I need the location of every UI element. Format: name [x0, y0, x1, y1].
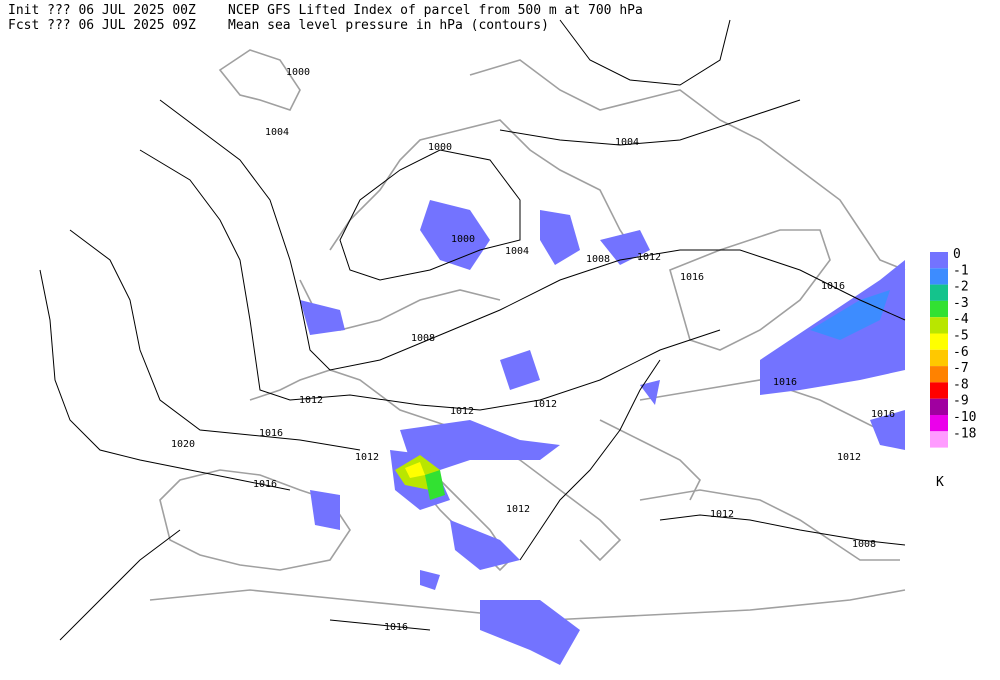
legend-label: -10: [953, 410, 976, 425]
init-time: Init ??? 06 JUL 2025 00Z: [8, 3, 196, 18]
contour-label: 1008: [586, 254, 610, 265]
contour-label: 1012: [355, 452, 379, 463]
contour-label: 1000: [286, 67, 310, 78]
legend-swatch: [930, 431, 948, 448]
contour-label: 1012: [837, 452, 861, 463]
contour-label: 1008: [852, 539, 876, 550]
contour-label: 1016: [821, 281, 845, 292]
contour-label: 1004: [615, 137, 639, 148]
map-title: NCEP GFS Lifted Index of parcel from 500…: [228, 3, 643, 18]
contour-label: 1012: [710, 509, 734, 520]
contour-label: 1000: [428, 142, 452, 153]
legend-swatch: [930, 349, 948, 367]
map-subtitle: Mean sea level pressure in hPa (contours…: [228, 18, 549, 33]
contour-label: 1016: [773, 377, 797, 388]
contour-label: 1008: [411, 333, 435, 344]
legend-label: -3: [953, 296, 969, 311]
contour-label: 1016: [384, 622, 408, 633]
contour-label: 1012: [637, 252, 661, 263]
pressure-contours: [39, 19, 906, 641]
legend-label: -4: [953, 312, 969, 327]
contour-label: 1012: [299, 395, 323, 406]
legend-unit: K: [936, 475, 944, 490]
contour-label: 1020: [171, 439, 195, 450]
contour-label: 1000: [451, 234, 475, 245]
legend-label: -5: [953, 329, 969, 344]
lifted-index-areas: [300, 200, 905, 665]
legend-label: -6: [953, 345, 969, 360]
legend-label: -1: [953, 263, 969, 278]
legend-swatch: [930, 398, 948, 415]
legend-swatch: [930, 333, 948, 350]
legend-swatch: [930, 284, 948, 301]
contour-label: 1004: [505, 246, 529, 257]
legend-swatch: [930, 415, 948, 432]
legend-swatch: [930, 268, 948, 285]
legend-swatch: [930, 382, 948, 399]
legend-swatch: [930, 317, 948, 334]
legend-label: -9: [953, 394, 969, 409]
contour-label: 1016: [680, 272, 704, 283]
legend-swatch: [930, 300, 948, 318]
contour-labels: 1000 1004 1000 1004 1000 1004 1008 1012 …: [171, 67, 895, 633]
contour-label: 1012: [533, 399, 557, 410]
contour-label: 1016: [259, 428, 283, 439]
contour-label: 1004: [265, 127, 289, 138]
contour-label: 1012: [450, 406, 474, 417]
legend-label: 0: [953, 247, 961, 262]
contour-label: 1016: [253, 479, 277, 490]
contour-label: 1016: [871, 409, 895, 420]
contour-label: 1012: [506, 504, 530, 515]
forecast-time: Fcst ??? 06 JUL 2025 09Z: [8, 18, 196, 33]
legend-swatch: [930, 366, 948, 383]
legend-label: -7: [953, 361, 969, 376]
color-legend: 0-1 -2-3-4 -5-6-7-8 -9-10-18: [930, 247, 976, 448]
legend-swatch: [930, 252, 948, 269]
legend-label: -8: [953, 377, 969, 392]
legend-label: -2: [953, 280, 969, 295]
legend-label: -18: [953, 426, 976, 441]
land-coastlines: [149, 49, 906, 621]
